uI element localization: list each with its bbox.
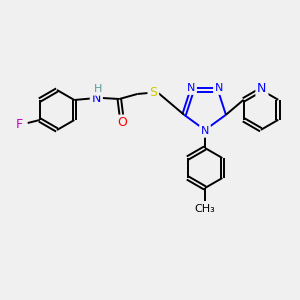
Text: S: S xyxy=(149,86,157,100)
Text: N: N xyxy=(257,82,267,95)
Text: H: H xyxy=(94,84,103,94)
Text: CH₃: CH₃ xyxy=(195,204,215,214)
Text: N: N xyxy=(215,83,223,93)
Text: N: N xyxy=(201,126,209,136)
Text: N: N xyxy=(187,83,195,93)
Text: O: O xyxy=(117,116,127,130)
Text: N: N xyxy=(92,92,101,104)
Text: F: F xyxy=(16,118,23,130)
